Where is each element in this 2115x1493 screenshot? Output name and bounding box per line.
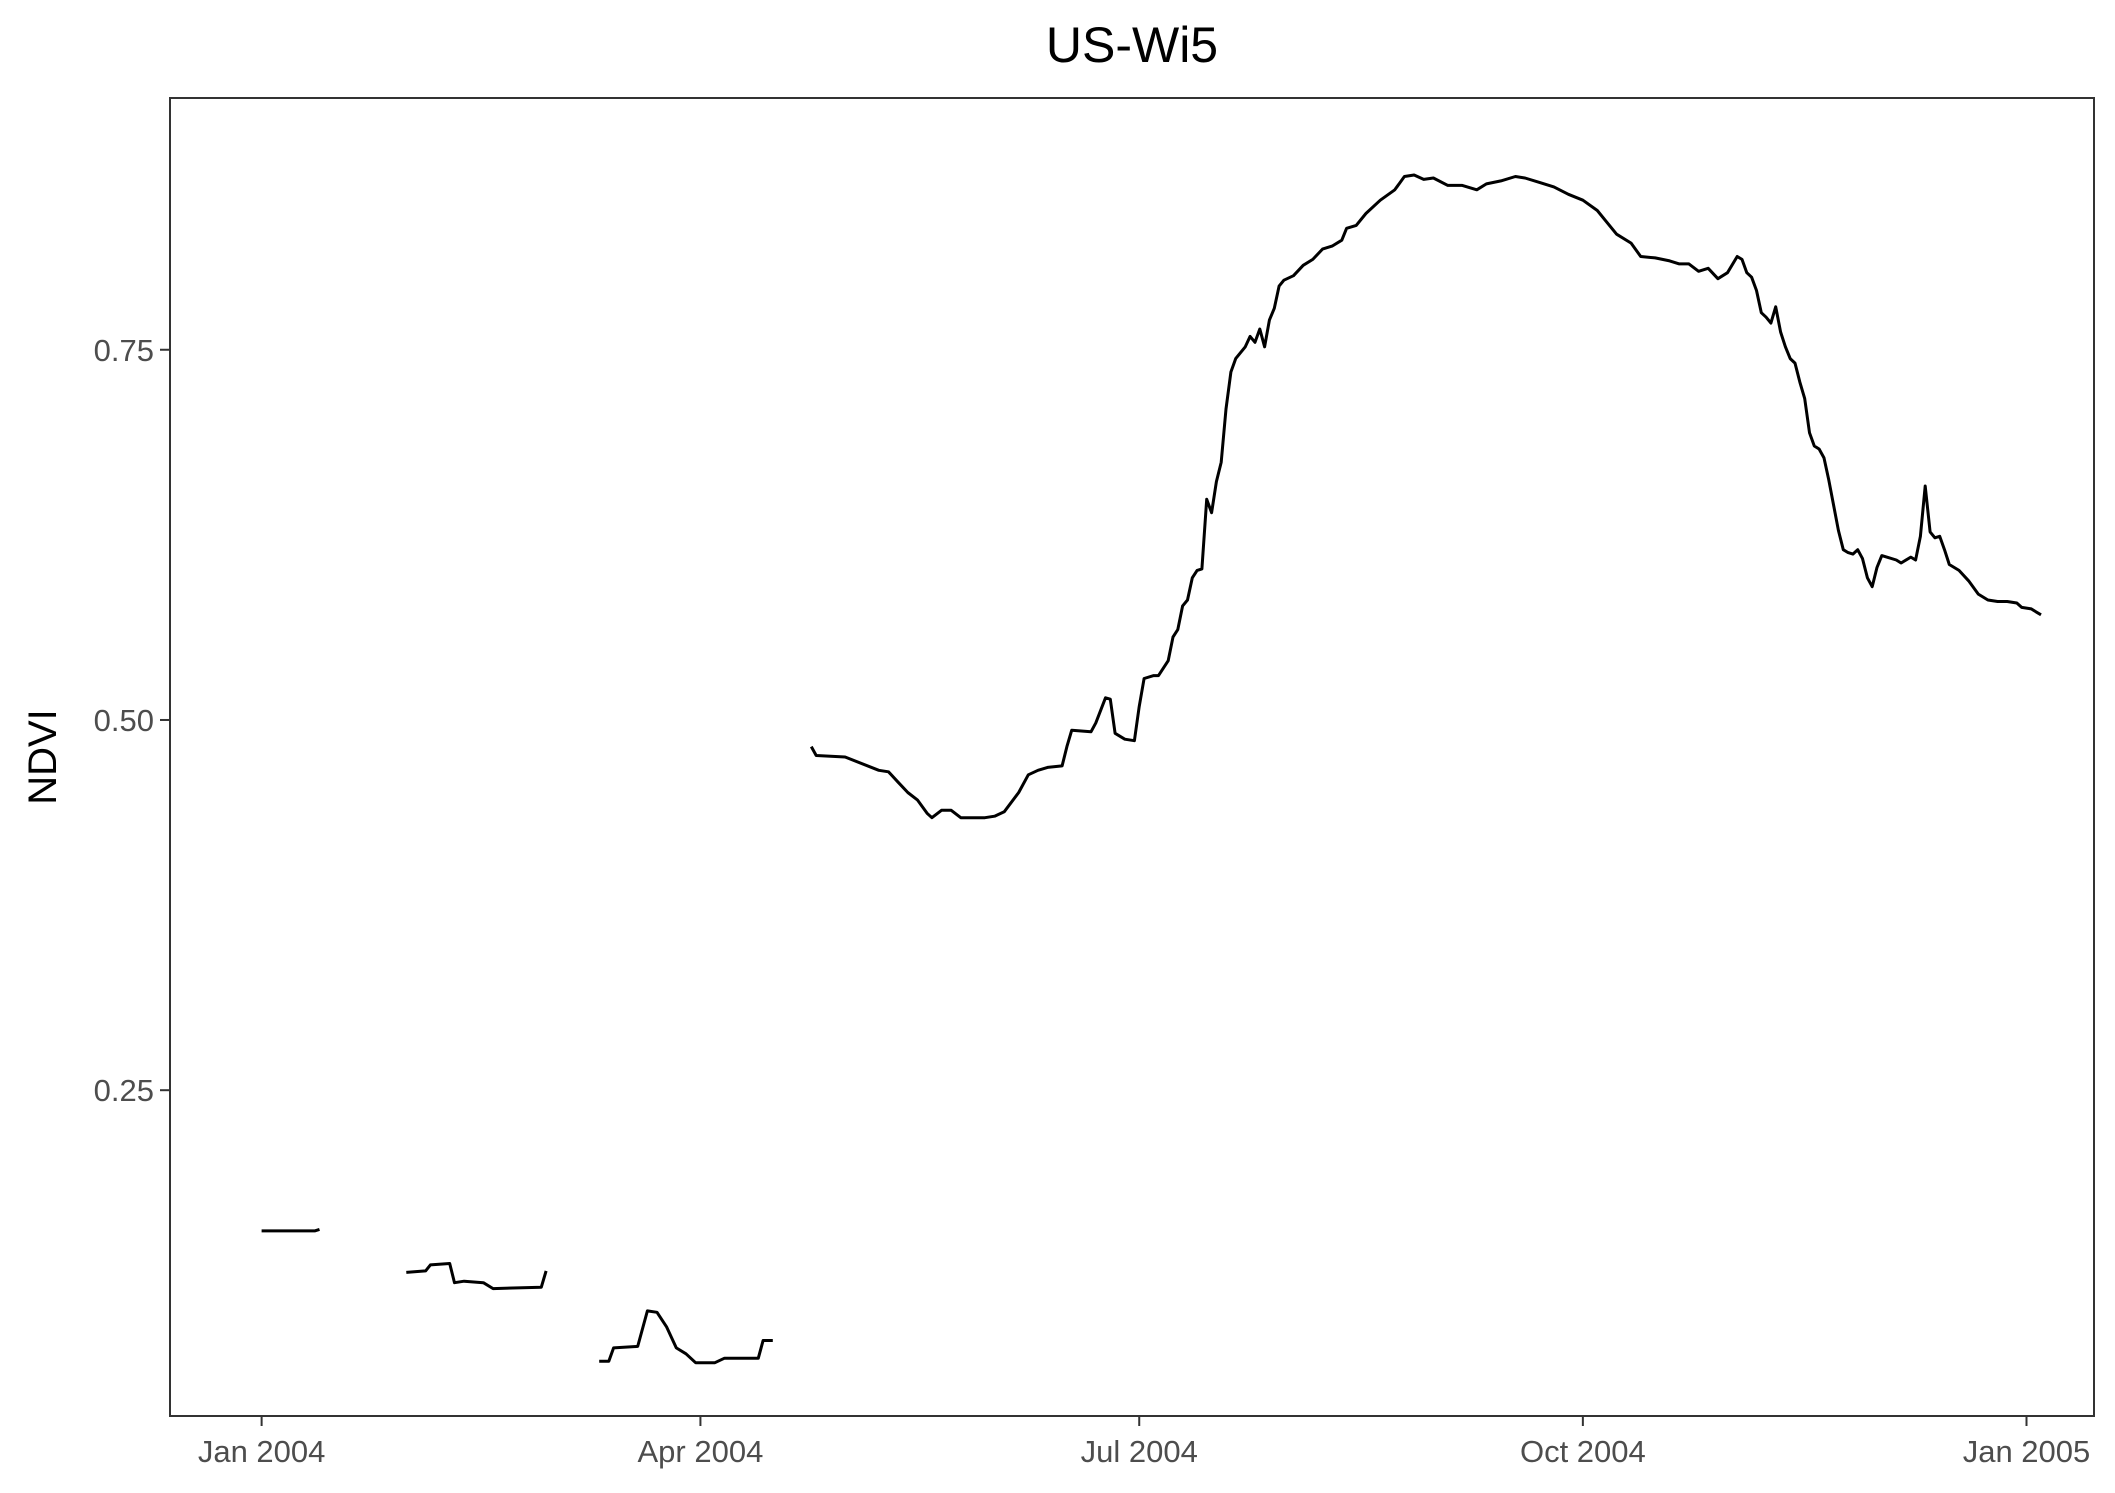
chart-title: US-Wi5 [1046,17,1218,73]
y-tick-label: 0.50 [94,703,154,738]
ndvi-line-segment [261,1227,320,1233]
x-tick-label: Jul 2004 [1081,1434,1198,1469]
x-tick-label: Jan 2005 [1963,1434,2091,1469]
x-tick-label: Oct 2004 [1520,1434,1646,1469]
ndvi-series [261,173,2042,1365]
y-tick-label: 0.75 [94,333,154,368]
x-axis-ticks: Jan 2004 Apr 2004 Jul 2004 Oct 2004 Jan 2005 [198,1416,2090,1469]
x-tick-label: Apr 2004 [638,1434,764,1469]
y-axis-label: NDVI [21,709,65,805]
ndvi-line-segment [599,1309,773,1365]
y-tick-label: 0.25 [94,1073,154,1108]
y-axis-ticks: 0.25 0.50 0.75 [94,333,170,1108]
ndvi-line-segment [809,173,2042,820]
x-tick-label: Jan 2004 [198,1434,326,1469]
ndvi-line-segment [406,1262,548,1291]
plot-panel-border [169,97,2095,1417]
